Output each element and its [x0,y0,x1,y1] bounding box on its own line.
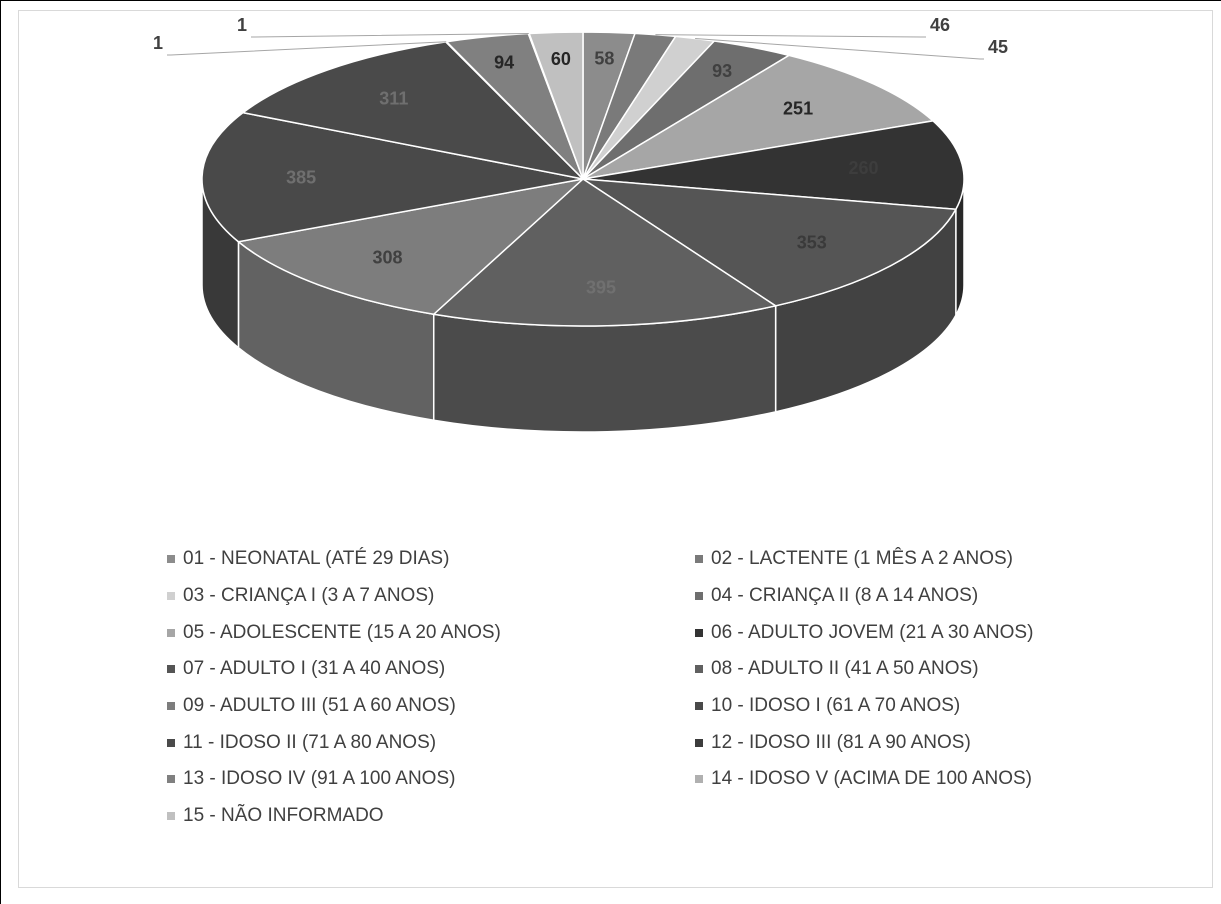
data-label-9: 308 [372,247,402,267]
data-labels: 58 46 45 93 251 260 353 395 308 385 311 1 94 1 60 [153,15,1008,298]
legend-swatch [167,592,175,601]
pie-slice-07-adulto-i-31-a-40-anos [582,178,958,307]
data-label-10: 385 [286,168,316,188]
legend-item: 05 - ADOLESCENTE (15 A 20 ANOS) [167,614,695,651]
legend-label: 11 - IDOSO II (71 A 80 ANOS) [183,731,437,753]
legend-label: 10 - IDOSO I (61 A 70 ANOS) [711,695,961,717]
data-label-12: 1 [153,33,163,53]
legend-label: 02 - LACTENTE (1 MÊS A 2 ANOS) [711,548,1013,570]
legend-item: 09 - ADULTO III (51 A 60 ANOS) [167,688,695,725]
leader-lines [167,32,984,60]
legend-swatch [695,592,703,601]
legend-item: 01 - NEONATAL (ATÉ 29 DIAS) [167,541,695,578]
legend: 01 - NEONATAL (ATÉ 29 DIAS) 02 - LACTENTE… [167,541,1127,835]
legend-swatch [695,775,703,784]
legend-item: 02 - LACTENTE (1 MÊS A 2 ANOS) [695,541,1115,578]
legend-label: 15 - NÃO INFORMADO [183,805,384,827]
legend-item: 03 - CRIANÇA I (3 A 7 ANOS) [167,578,695,615]
legend-swatch [167,812,175,821]
legend-label: 12 - IDOSO III (81 A 90 ANOS) [711,731,971,753]
legend-swatch [167,665,175,674]
legend-item: 04 - CRIANÇA II (8 A 14 ANOS) [695,578,1115,615]
legend-label: 08 - ADULTO II (41 A 50 ANOS) [711,658,979,680]
legend-label: 07 - ADULTO I (31 A 40 ANOS) [183,658,446,680]
legend-item: 07 - ADULTO I (31 A 40 ANOS) [167,651,695,688]
legend-item: 11 - IDOSO II (71 A 80 ANOS) [167,724,695,761]
legend-swatch [695,738,703,747]
legend-swatch [695,628,703,637]
leader-line-3 [695,38,984,60]
data-label-8: 395 [586,278,616,298]
leader-line-14 [251,32,529,38]
legend-swatch [167,775,175,784]
pie-slice-08-adulto-ii-41-a-50-anos [432,178,778,327]
legend-swatch [695,555,703,564]
legend-swatch [167,555,175,564]
data-label-11: 311 [379,88,408,108]
legend-label: 09 - ADULTO III (51 A 60 ANOS) [183,695,456,717]
legend-label: 13 - IDOSO IV (91 A 100 ANOS) [183,768,456,790]
legend-swatch [167,628,175,637]
legend-item: 15 - NÃO INFORMADO [167,798,695,835]
data-label-7: 353 [797,233,827,253]
legend-item: 10 - IDOSO I (61 A 70 ANOS) [695,688,1115,725]
data-label-14: 1 [237,15,247,35]
legend-item: 06 - ADULTO JOVEM (21 A 30 ANOS) [695,614,1115,651]
pie-top-slices [201,31,965,327]
pie-slice-06-adulto-jovem-21-a-30-anos [582,120,965,211]
data-label-2: 46 [930,15,950,35]
data-label-13: 94 [494,52,514,72]
legend-swatch [695,702,703,711]
leader-line-12 [167,41,447,56]
legend-swatch [167,738,175,747]
legend-label: 01 - NEONATAL (ATÉ 29 DIAS) [183,548,450,570]
legend-item: 13 - IDOSO IV (91 A 100 ANOS) [167,761,695,798]
legend-label: 03 - CRIANÇA I (3 A 7 ANOS) [183,585,435,607]
leader-line-2 [655,34,926,38]
legend-item: 14 - IDOSO V (ACIMA DE 100 ANOS) [695,761,1115,798]
data-label-6: 260 [849,158,879,178]
legend-label: 04 - CRIANÇA II (8 A 14 ANOS) [711,585,979,607]
legend-swatch [695,665,703,674]
data-label-5: 251 [783,99,813,119]
legend-label: 05 - ADOLESCENTE (15 A 20 ANOS) [183,621,501,643]
pie-slice-11-idoso-ii-71-a-80-anos [241,41,586,181]
legend-swatch [167,702,175,711]
data-label-15: 60 [551,49,571,69]
data-label-1: 58 [594,49,614,69]
pie-slice-15-nao-informado [528,31,584,180]
legend-label: 06 - ADULTO JOVEM (21 A 30 ANOS) [711,621,1034,643]
data-label-3: 45 [988,37,1008,57]
legend-item: 12 - IDOSO III (81 A 90 ANOS) [695,724,1115,761]
legend-item: 08 - ADULTO II (41 A 50 ANOS) [695,651,1115,688]
pie-slice-05-adolescente-15-a-20-anos [582,54,935,180]
pie-slice-10-idoso-i-61-a-70-anos [201,111,584,243]
legend-label: 14 - IDOSO V (ACIMA DE 100 ANOS) [711,768,1032,790]
pie-sides [201,178,965,433]
pie-slice-09-adulto-iii-51-a-60-anos [236,177,586,316]
data-label-4: 93 [712,61,732,81]
